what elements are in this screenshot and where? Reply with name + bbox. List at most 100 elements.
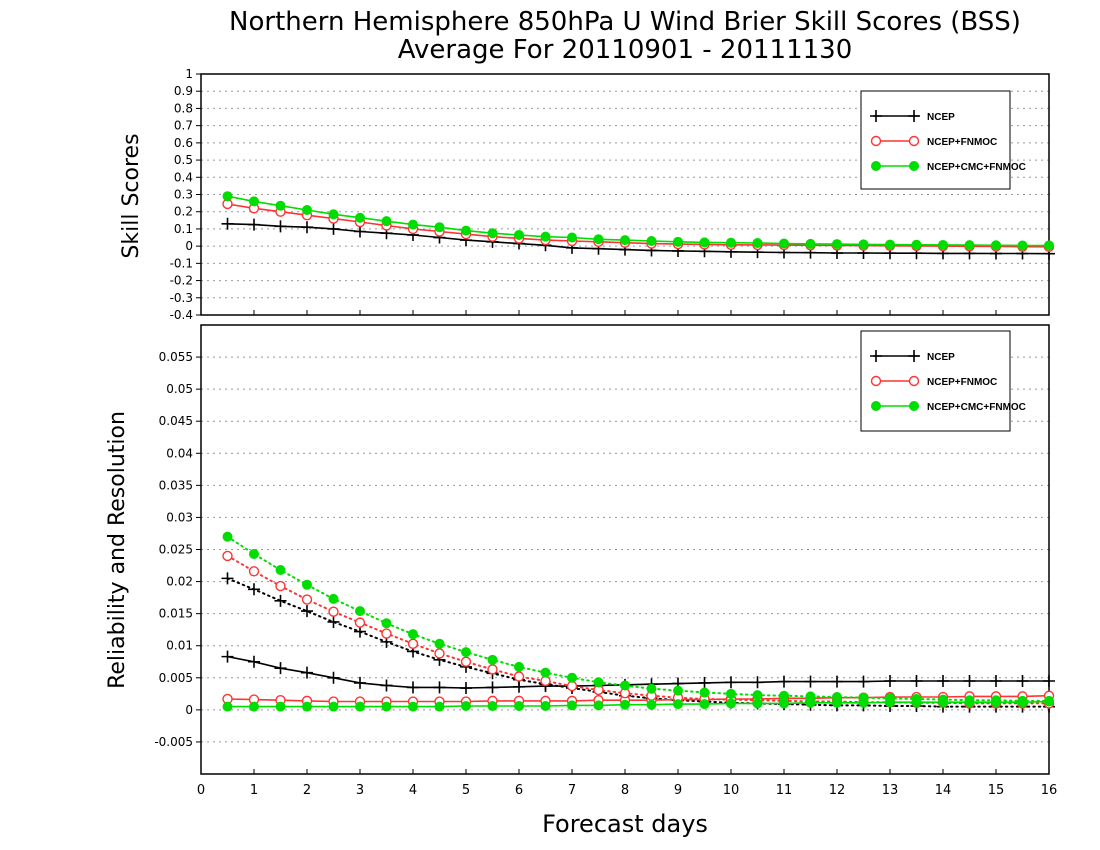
- data-point: [408, 701, 418, 712]
- data-point: [540, 701, 551, 712]
- data-point: [328, 606, 339, 617]
- data-point: [673, 685, 683, 696]
- data-point: [911, 239, 922, 250]
- data-point: [752, 238, 763, 249]
- legend: NCEP NCEP+FNMOC NCEP+CMC+FNMOC: [860, 90, 1026, 190]
- data-point: [302, 701, 312, 712]
- data-point: [620, 699, 630, 710]
- legend-box: [860, 90, 1011, 190]
- data-point: [938, 239, 948, 250]
- top-y-axis-label: Skill Scores: [119, 133, 144, 258]
- y-tick-label: 0: [185, 703, 193, 717]
- data-point: [779, 690, 789, 701]
- data-point: [964, 695, 975, 706]
- data-point: [804, 675, 817, 688]
- legend-marker: [871, 161, 881, 171]
- data-point: [646, 699, 657, 710]
- data-point: [486, 681, 499, 694]
- y-tick-label: -0.2: [170, 274, 193, 288]
- y-tick-label: 0.035: [159, 478, 193, 492]
- plot-frame: [200, 73, 1050, 316]
- data-point: [514, 229, 524, 240]
- y-tick-label: 0.1: [174, 222, 193, 236]
- data-point: [221, 650, 234, 663]
- data-point: [327, 671, 340, 684]
- data-point: [1044, 240, 1054, 251]
- chart-title-line1: Northern Hemisphere 850hPa U Wind Brier …: [229, 7, 1021, 37]
- data-point: [274, 662, 287, 675]
- data-point: [514, 661, 524, 672]
- x-tick-label: 8: [621, 783, 629, 798]
- data-point: [221, 572, 234, 585]
- data-point: [540, 675, 551, 687]
- legend-marker: [908, 110, 920, 122]
- x-tick-label: 2: [303, 783, 311, 798]
- data-point: [858, 692, 869, 703]
- data-point: [567, 232, 577, 243]
- data-point: [805, 691, 816, 702]
- legend-entry: NCEP+FNMOC: [927, 377, 997, 388]
- data-point: [380, 679, 393, 692]
- y-tick-label: 0.045: [159, 414, 193, 428]
- x-tick-label: 14: [935, 783, 952, 798]
- y-tick-label: 0.6: [174, 136, 193, 150]
- data-point: [434, 222, 445, 233]
- data-point: [275, 565, 286, 576]
- data-point: [222, 191, 233, 202]
- legend-marker: [908, 350, 920, 362]
- x-tick-label: 6: [515, 783, 523, 798]
- data-point: [433, 681, 446, 694]
- data-point: [354, 225, 366, 238]
- data-point: [884, 674, 896, 687]
- data-point: [673, 699, 683, 710]
- y-tick-label: -0.3: [170, 291, 193, 305]
- x-tick-label: 5: [462, 783, 470, 798]
- legend-entry: NCEP+FNMOC: [927, 137, 997, 148]
- x-tick-label: 15: [988, 783, 1005, 798]
- data-point: [275, 701, 286, 712]
- x-tick-label: 12: [829, 783, 846, 798]
- y-tick-label: 0.03: [166, 510, 193, 524]
- data-point: [222, 550, 233, 562]
- data-point: [381, 628, 392, 639]
- legend-entry: NCEP+CMC+FNMOC: [927, 402, 1026, 413]
- y-tick-label: 0.8: [174, 101, 193, 115]
- x-tick-label: 11: [776, 783, 793, 798]
- data-point: [461, 647, 471, 658]
- legend-marker: [870, 110, 882, 122]
- data-point: [434, 648, 445, 659]
- reliability-resolution-panel: -0.005 0 0.005 0.01 0.015 0.02 0.025 0.03 0.035 0…: [154, 324, 1057, 798]
- data-point: [620, 680, 630, 691]
- data-point: [779, 238, 789, 249]
- y-tick-label: -0.4: [170, 308, 193, 322]
- data-point: [778, 675, 790, 688]
- y-tick-label: 0.025: [159, 543, 193, 557]
- data-point: [646, 683, 657, 694]
- data-point: [567, 700, 577, 711]
- data-point: [1043, 674, 1055, 687]
- legend-marker: [909, 401, 919, 411]
- y-tick-label: 0.015: [159, 607, 193, 621]
- data-point: [699, 699, 710, 710]
- data-point: [434, 701, 445, 712]
- data-point: [381, 216, 392, 227]
- data-point: [963, 674, 976, 687]
- y-tick-label: 0.055: [159, 350, 193, 364]
- data-point: [937, 674, 949, 687]
- data-point: [460, 682, 472, 695]
- data-point: [407, 638, 419, 649]
- series-line-ncep: [227, 223, 1050, 255]
- data-point: [938, 694, 948, 705]
- data-point: [1017, 695, 1028, 706]
- legend-marker: [871, 401, 881, 411]
- legend-marker: [908, 135, 920, 147]
- data-point: [566, 680, 578, 692]
- data-point: [885, 239, 895, 250]
- data-point: [354, 617, 366, 628]
- data-point: [593, 677, 604, 688]
- legend: NCEP NCEP+FNMOC NCEP+CMC+FNMOC: [860, 330, 1026, 432]
- data-point: [858, 239, 869, 250]
- data-point: [726, 688, 736, 699]
- data-point: [698, 676, 711, 689]
- data-point: [751, 676, 764, 689]
